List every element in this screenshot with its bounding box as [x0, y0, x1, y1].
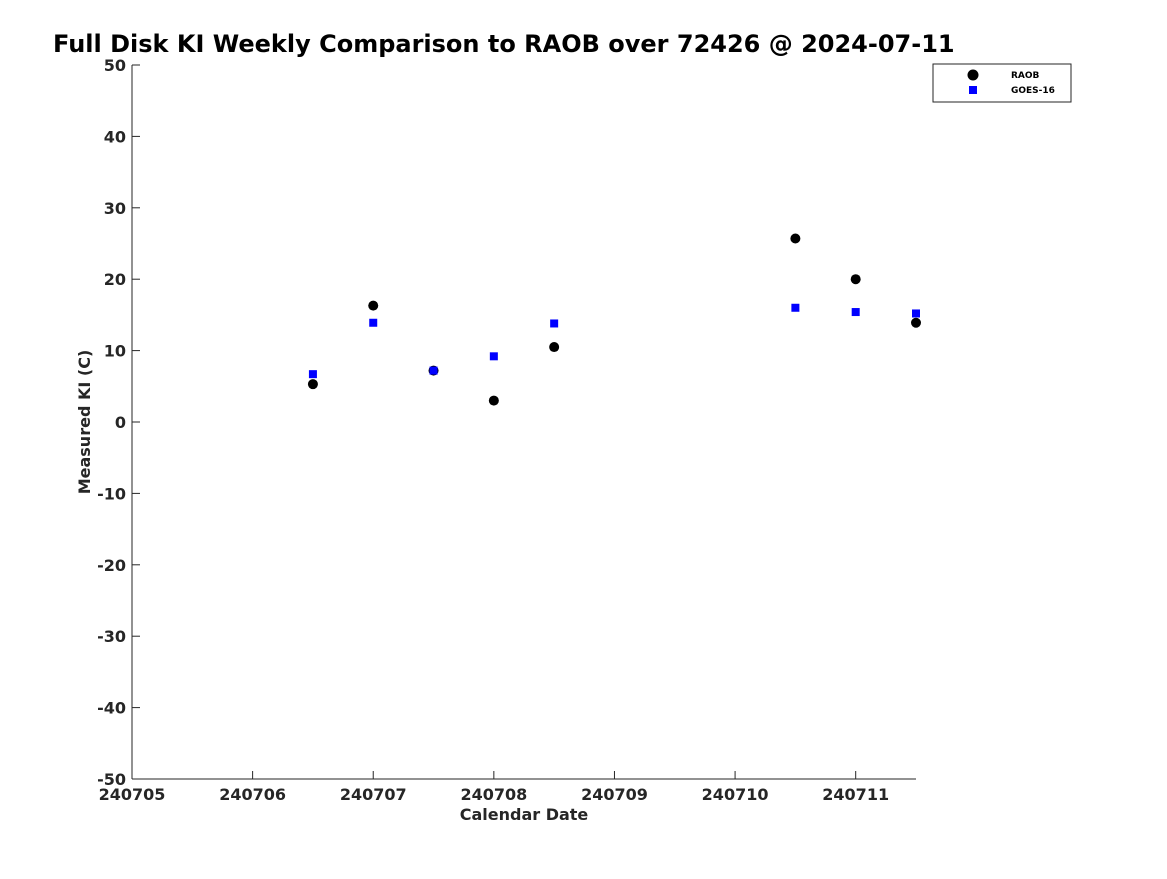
series-raob [307, 233, 921, 406]
legend: RAOB GOES-16 [932, 63, 1072, 103]
raob-data-point [790, 233, 801, 244]
legend-label: GOES-16 [1011, 86, 1055, 96]
goes-data-point [429, 366, 438, 375]
raob-data-point [368, 300, 379, 311]
y-axis-ticks: -50 -40 -30 -20 -10 0 10 20 30 40 50 [97, 56, 140, 789]
goes-data-point [308, 370, 317, 379]
raob-data-point [850, 274, 861, 285]
y-tick-label: 10 [104, 342, 126, 361]
x-tick-label: 240711 [822, 785, 889, 804]
y-tick-label: 50 [104, 56, 126, 75]
legend-marker-raob [967, 69, 979, 81]
goes-data-point [791, 303, 800, 312]
x-tick-label: 240710 [702, 785, 769, 804]
x-tick-label: 240705 [99, 785, 166, 804]
y-tick-label: -50 [97, 770, 126, 789]
legend-marker-goes [969, 86, 977, 94]
y-tick-label: 30 [104, 199, 126, 218]
y-tick-label: -40 [97, 699, 126, 718]
goes-data-point [489, 352, 498, 361]
raob-data-point [911, 317, 921, 328]
legend-items: RAOB GOES-16 [967, 69, 1055, 96]
x-tick-label: 240707 [340, 785, 407, 804]
y-tick-label: 20 [104, 270, 126, 289]
raob-data-point [488, 395, 499, 406]
series-goes-16 [308, 303, 920, 379]
x-tick-label: 240708 [460, 785, 527, 804]
y-tick-label: -20 [97, 556, 126, 575]
chart-title: Full Disk KI Weekly Comparison to RAOB o… [53, 30, 955, 58]
raob-data-point [307, 379, 318, 390]
legend-box [932, 63, 1072, 103]
legend-label: RAOB [1011, 71, 1040, 81]
y-tick-label: 0 [115, 413, 126, 432]
goes-data-point [851, 308, 860, 317]
x-tick-label: 240706 [219, 785, 286, 804]
goes-data-point [369, 318, 378, 327]
data-series [307, 233, 921, 406]
x-tick-label: 240709 [581, 785, 648, 804]
x-axis-ticks: 240705 240706 240707 240708 240709 240710 2407… [99, 771, 889, 804]
goes-data-point [550, 319, 559, 328]
y-tick-label: -10 [97, 484, 126, 503]
x-axis-label: Calendar Date [460, 805, 589, 824]
y-tick-label: -30 [97, 627, 126, 646]
goes-data-point [912, 309, 920, 318]
raob-data-point [549, 342, 560, 353]
y-axis-label: Measured KI (C) [75, 350, 94, 495]
y-tick-label: 40 [104, 127, 126, 146]
